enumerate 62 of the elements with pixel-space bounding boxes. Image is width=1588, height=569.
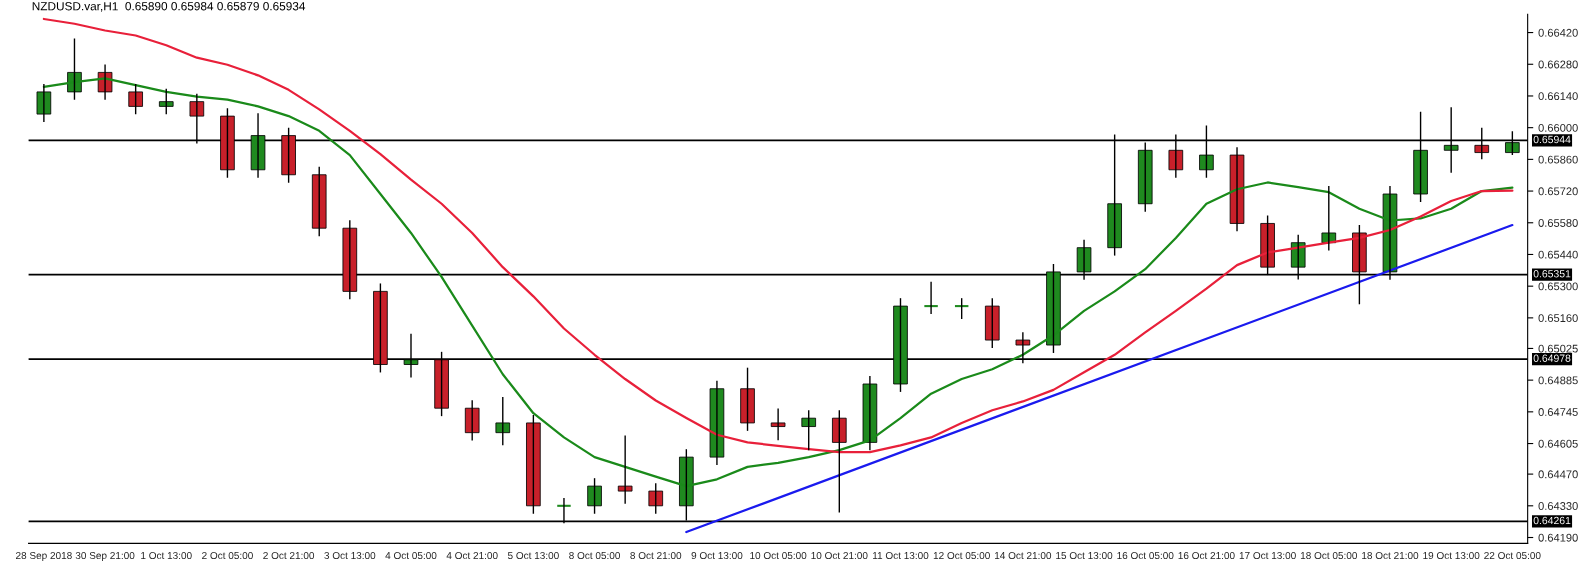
chart-title: NZDUSD.var,H1 0.65890 0.65984 0.65879 0.65934: [32, 2, 306, 12]
y-tick-label: 0.65300: [1538, 282, 1578, 291]
y-tick-label: 0.66280: [1538, 60, 1578, 69]
x-tick-label: 18 Oct 05:00: [1300, 551, 1358, 560]
y-tick-label: 0.64330: [1538, 502, 1578, 510]
y-tick-label: 0.66000: [1538, 123, 1578, 132]
candlestick: [1229, 146, 1245, 233]
candlestick: [984, 297, 1000, 349]
y-tick-label: 0.66420: [1538, 28, 1578, 37]
x-tick-label: 9 Oct 13:00: [691, 551, 743, 560]
y-tick-label: 0.64605: [1538, 439, 1578, 448]
x-tick-label: 28 Sep 2018: [16, 551, 72, 562]
x-tick-label: 12 Oct 05:00: [933, 551, 990, 560]
y-tick-label: 0.65580: [1538, 219, 1578, 227]
ref-line-label: 0.64261: [1533, 516, 1571, 525]
candlestick: [832, 409, 847, 514]
x-tick-label: 16 Oct 21:00: [1178, 551, 1235, 560]
candlestick: [587, 477, 602, 515]
x-tick-label: 15 Oct 13:00: [1056, 551, 1113, 560]
ref-line-label: 0.65351: [1533, 270, 1571, 278]
x-tick-label: 3 Oct 13:00: [324, 551, 376, 560]
candlestick: [311, 166, 327, 237]
x-tick-label: 4 Oct 05:00: [385, 551, 437, 560]
x-tick-label: 19 Oct 13:00: [1423, 551, 1480, 560]
y-tick-label: 0.64470: [1538, 470, 1578, 479]
candlestick: [770, 407, 786, 441]
y-tick-label: 0.64190: [1538, 533, 1578, 542]
x-tick-label: 17 Oct 13:00: [1239, 551, 1296, 560]
candlestick: [801, 409, 817, 452]
x-tick-label: 16 Oct 05:00: [1117, 551, 1174, 560]
y-tick-label: 0.65720: [1538, 187, 1578, 196]
y-tick-label: 0.65025: [1538, 344, 1578, 353]
y-tick-label: 0.66140: [1538, 92, 1578, 101]
candlestick: [526, 414, 541, 515]
x-tick-label: 2 Oct 21:00: [263, 551, 315, 560]
x-tick-label: 2 Oct 05:00: [202, 551, 253, 560]
candlestick: [495, 396, 511, 447]
candlestick: [617, 434, 633, 505]
y-tick-label: 0.65860: [1538, 155, 1578, 164]
candlestick: [158, 88, 174, 116]
x-tick-label: 4 Oct 21:00: [446, 551, 498, 560]
x-tick-label: 1 Oct 13:00: [141, 551, 192, 560]
ref-line-label: 0.65944: [1533, 135, 1571, 144]
x-tick-label: 10 Oct 05:00: [750, 551, 807, 560]
x-tick-label: 8 Oct 05:00: [569, 551, 621, 560]
line-series: [42, 17, 1514, 454]
x-tick-label: 8 Oct 21:00: [630, 551, 682, 560]
y-tick-label: 0.64745: [1538, 408, 1578, 416]
x-tick-label: 5 Oct 13:00: [507, 551, 559, 560]
y-tick-label: 0.65160: [1538, 314, 1578, 322]
x-tick-label: 18 Oct 21:00: [1362, 551, 1419, 560]
x-tick-label: 30 Sep 21:00: [75, 551, 135, 562]
candlestick: [128, 83, 143, 116]
ref-line-label: 0.64978: [1533, 354, 1571, 362]
y-tick-label: 0.64885: [1538, 376, 1578, 385]
candlestick: [740, 366, 755, 432]
x-tick-label: 11 Oct 13:00: [873, 551, 929, 560]
x-tick-label: 10 Oct 21:00: [811, 551, 868, 560]
candlestick: [648, 482, 664, 515]
x-tick-label: 14 Oct 21:00: [995, 551, 1052, 560]
x-tick-label: 22 Oct 05:00: [1484, 551, 1541, 560]
y-tick-label: 0.65440: [1538, 250, 1578, 259]
